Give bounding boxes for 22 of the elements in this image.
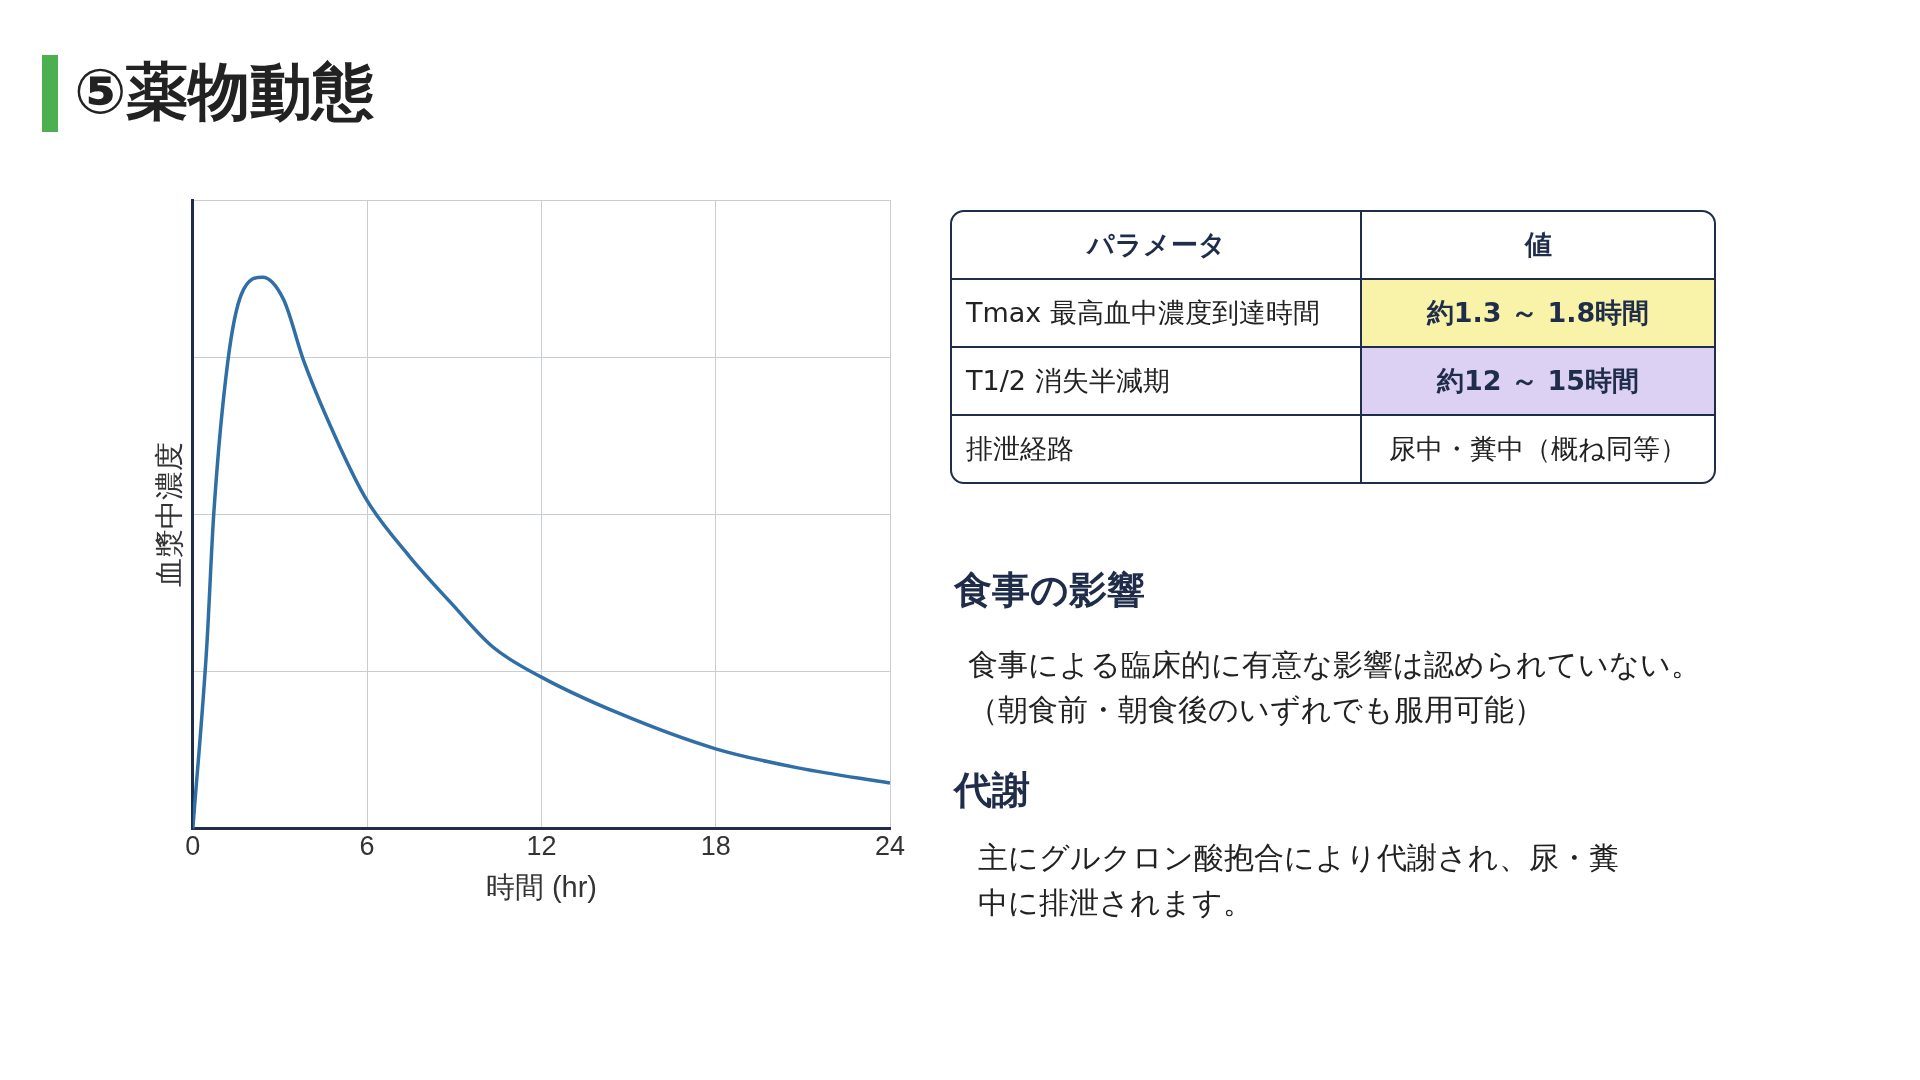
x-tick-label: 18 [700,831,731,862]
x-tick-label: 12 [526,831,557,862]
text: 主にグルクロン酸抱合により代謝され、尿・糞 [978,839,1619,877]
text: 食事の影響 [954,567,1145,614]
text: 約1.3 ～ 1.8時間 [1362,280,1714,348]
text: 値 [1362,212,1714,280]
text: 食事による臨床的に有意な影響は認められていない。 [968,646,1701,684]
x-tick-label: 24 [874,831,906,862]
text: 約12 ～ 15時間 [1362,348,1714,416]
x-axis-title: 時間 (hr) [485,870,597,903]
x-tick-label: 0 [185,831,201,862]
chart-title: ⑤薬物動態 [73,54,375,130]
y-axis-title: 血漿中濃度 [153,441,186,587]
text: 代謝 [954,767,1030,814]
text: Tmax 最高血中濃度到達時間 [952,280,1362,348]
text: 中に排泄されます。 [978,884,1253,922]
text: （朝食前・朝食後のいずれでも服用可能） [968,691,1544,729]
text: T1/2 消失半減期 [952,348,1362,416]
text: 排泄経路 [952,416,1362,482]
text: 尿中・糞中（概ね同等） [1388,432,1688,466]
text: パラメータ [952,212,1362,280]
x-tick-label: 6 [359,831,375,862]
